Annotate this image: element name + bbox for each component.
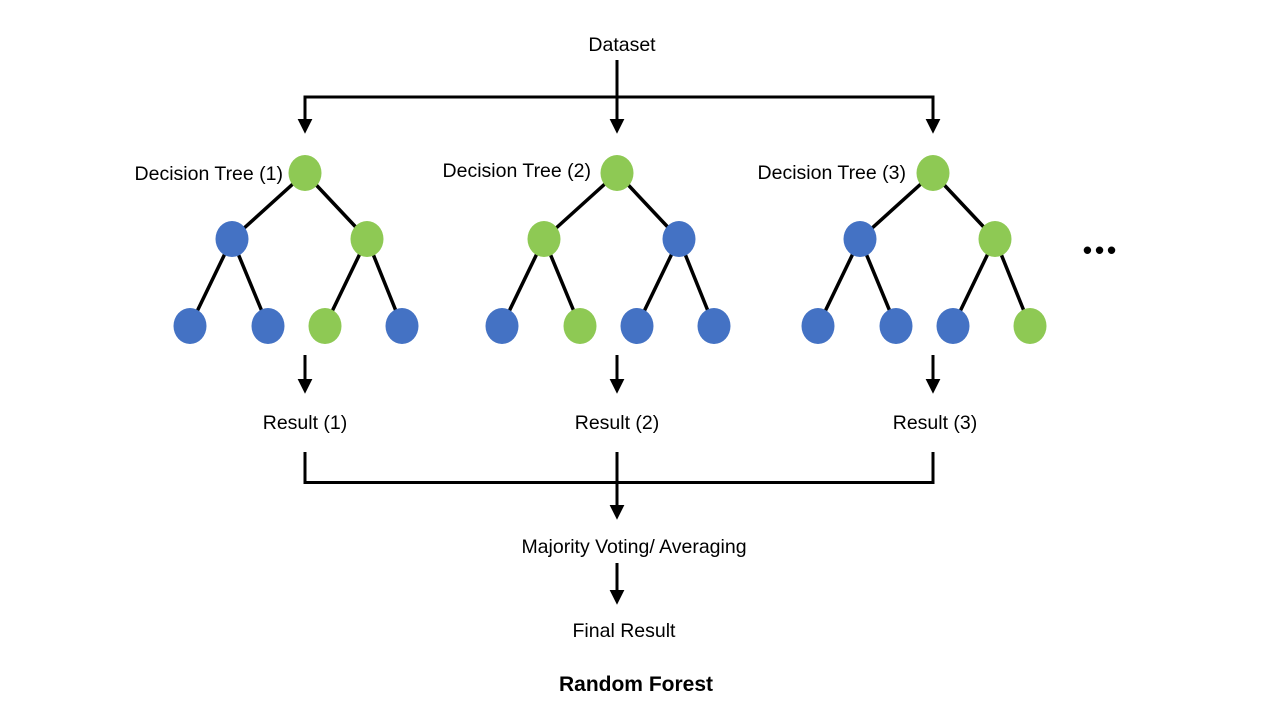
tree-1-level2-node <box>215 221 249 257</box>
merge-bracket <box>303 452 935 484</box>
majority-voting-label: Majority Voting/ Averaging <box>521 536 746 558</box>
result-label-2: Result (2) <box>575 412 660 434</box>
ellipsis-dots: ••• <box>1083 235 1119 265</box>
tree-1-leaf-node <box>308 308 342 344</box>
tree-3-leaf-node <box>801 308 835 344</box>
tree-3-root-node <box>916 155 950 191</box>
diagram-title: Random Forest <box>559 673 713 696</box>
tree-3-leaf-node <box>879 308 913 344</box>
dataset-label: Dataset <box>588 34 656 56</box>
tree-2-root-node <box>600 155 634 191</box>
result-label-3: Result (3) <box>893 412 978 434</box>
tree-2-level2-node <box>527 221 561 257</box>
tree-1-leaf-node <box>251 308 285 344</box>
diagram-shapes <box>173 60 1047 605</box>
tree-2-leaf-node <box>697 308 731 344</box>
final-result-label: Final Result <box>573 620 677 642</box>
tree-2-level2-node <box>662 221 696 257</box>
tree-1-root-node <box>288 155 322 191</box>
tree-3-level2-node <box>843 221 877 257</box>
tree-label-3: Decision Tree (3) <box>758 162 906 184</box>
tree-label-1: Decision Tree (1) <box>135 163 283 185</box>
tree-1-level2-node <box>350 221 384 257</box>
tree-1-leaf-node <box>385 308 419 344</box>
tree-2-leaf-node <box>485 308 519 344</box>
tree-3-leaf-node <box>936 308 970 344</box>
result-label-1: Result (1) <box>263 412 348 434</box>
tree-2-leaf-node <box>620 308 654 344</box>
tree-label-2: Decision Tree (2) <box>443 160 591 182</box>
tree-2-leaf-node <box>563 308 597 344</box>
tree-1-leaf-node <box>173 308 207 344</box>
tree-3-level2-node <box>978 221 1012 257</box>
tree-3-leaf-node <box>1013 308 1047 344</box>
